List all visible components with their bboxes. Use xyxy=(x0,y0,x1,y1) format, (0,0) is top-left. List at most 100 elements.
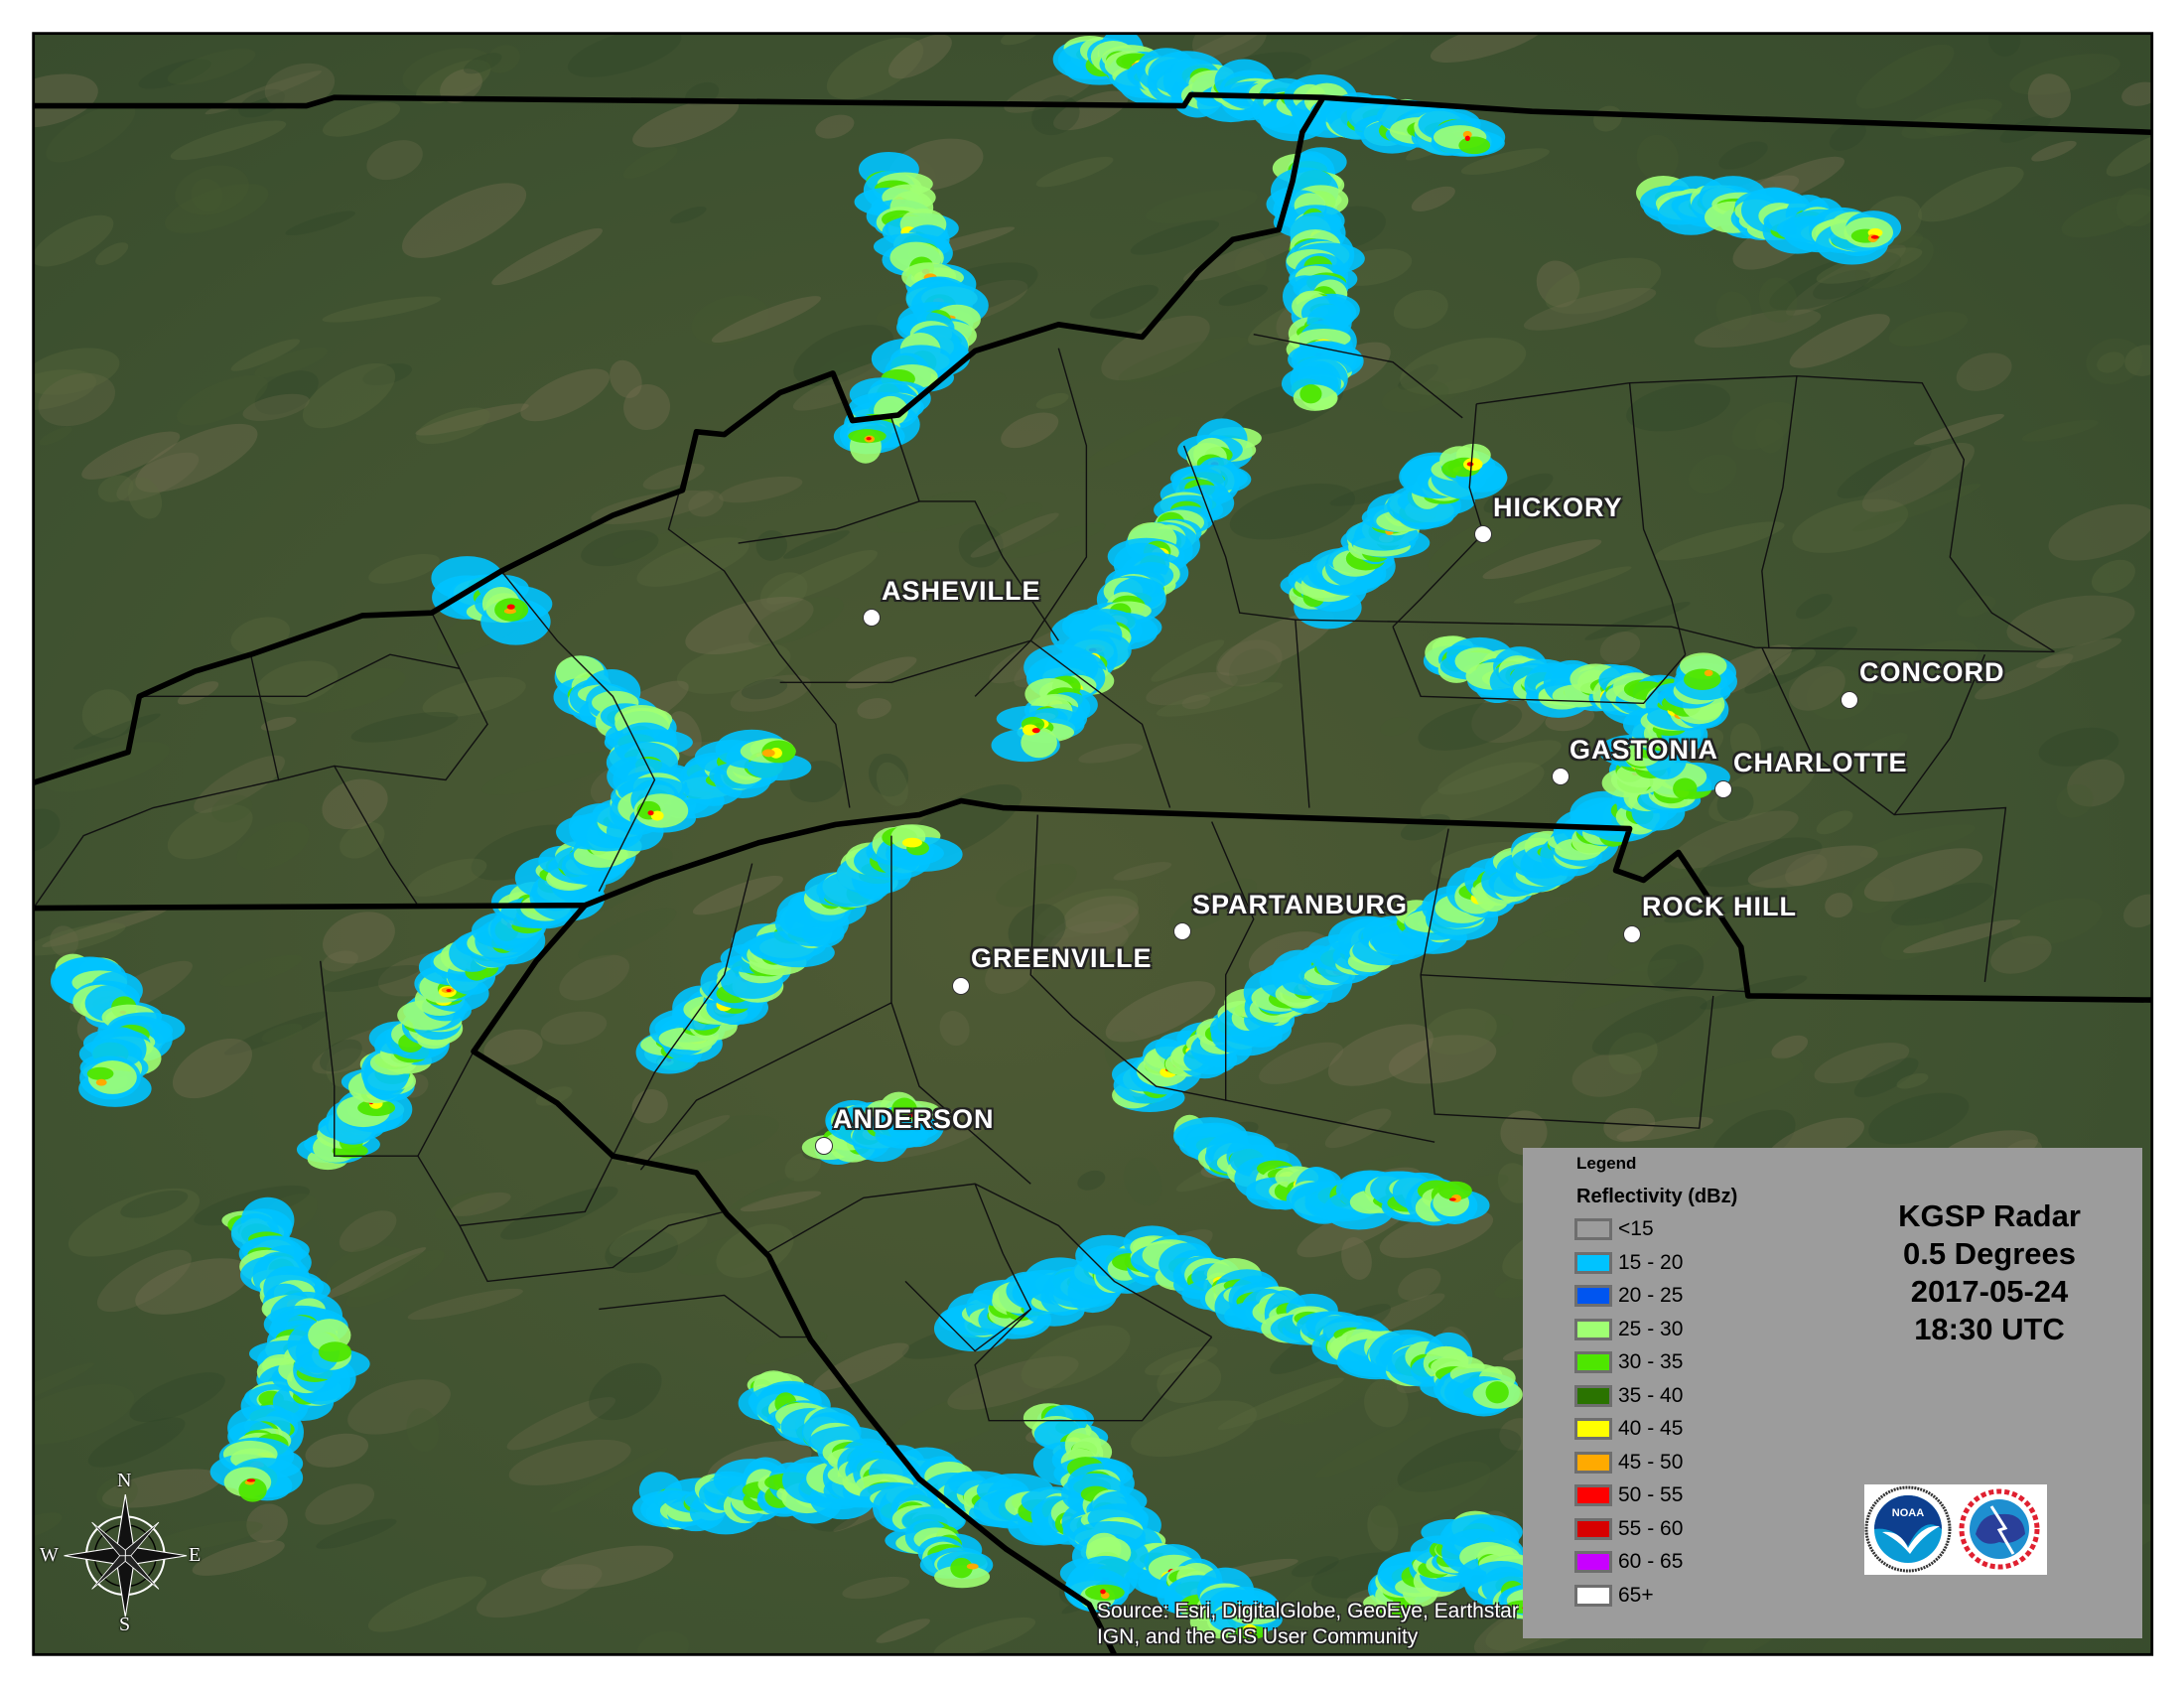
legend-item: 15 - 20 xyxy=(1574,1251,1683,1275)
radar-echo xyxy=(966,1563,979,1570)
legend-label: 60 - 65 xyxy=(1618,1550,1684,1573)
agency-logos: NOAA xyxy=(1864,1484,2047,1575)
city-marker xyxy=(863,609,881,627)
radar-date: 2017-05-24 xyxy=(1910,1274,2069,1309)
legend-label: 35 - 40 xyxy=(1618,1383,1684,1407)
city-marker xyxy=(1552,768,1570,785)
legend-swatch xyxy=(1574,1584,1612,1607)
city-marker xyxy=(1623,925,1641,943)
legend-swatch xyxy=(1574,1551,1612,1573)
radar-echo xyxy=(1299,384,1322,404)
legend-swatch xyxy=(1574,1484,1612,1506)
legend-swatch xyxy=(1574,1251,1612,1274)
radar-echo xyxy=(503,608,516,615)
legend-item: <15 xyxy=(1574,1217,1654,1241)
nws-logo xyxy=(1958,1487,2041,1571)
radar-echo xyxy=(318,1341,352,1362)
city-marker xyxy=(1474,525,1492,543)
radar-echo xyxy=(506,604,515,610)
legend-label: 45 - 50 xyxy=(1618,1450,1684,1474)
city-label: CONCORD xyxy=(1859,657,2005,687)
radar-reflectivity xyxy=(50,33,1902,1639)
radar-echo xyxy=(950,1557,973,1579)
radar-echo xyxy=(446,989,452,993)
legend-item: 35 - 40 xyxy=(1574,1384,1683,1408)
radar-echo xyxy=(1100,1589,1106,1595)
radar-echo xyxy=(1464,135,1470,141)
radar-echo xyxy=(238,1477,267,1502)
map-title: KGSP Radar 0.5 Degrees 2017-05-24 18:30 … xyxy=(1821,1197,2158,1348)
noaa-logo: NOAA xyxy=(1864,1485,1952,1573)
legend-item: 50 - 55 xyxy=(1574,1483,1683,1507)
legend-item: 55 - 60 xyxy=(1574,1517,1683,1541)
radar-echo xyxy=(647,810,654,816)
legend-swatch xyxy=(1574,1517,1612,1540)
radar-elevation: 0.5 Degrees xyxy=(1902,1236,2077,1271)
legend-item: 30 - 35 xyxy=(1574,1350,1683,1374)
city-marker xyxy=(815,1137,833,1155)
legend-item: 40 - 45 xyxy=(1574,1417,1683,1441)
legend-layer-title: Reflectivity (dBz) xyxy=(1576,1186,1738,1207)
city-label: ASHEVILLE xyxy=(882,576,1041,606)
compass-east-label: E xyxy=(189,1544,202,1566)
compass-south-label: S xyxy=(119,1614,131,1635)
radar-echo xyxy=(1673,777,1698,799)
city-label: CHARLOTTE xyxy=(1733,748,1908,777)
radar-time: 18:30 UTC xyxy=(1914,1312,2065,1346)
radar-echo xyxy=(1031,728,1040,734)
state-boundaries xyxy=(33,91,2152,1655)
compass-north-label: N xyxy=(117,1470,132,1491)
city-marker xyxy=(1714,780,1732,798)
legend-item: 65+ xyxy=(1574,1584,1654,1608)
city-label: ANDERSON xyxy=(833,1104,995,1134)
radar-echo xyxy=(246,1478,256,1482)
legend-label: 50 - 55 xyxy=(1618,1483,1684,1506)
radar-echo xyxy=(1683,668,1721,690)
city-label: ROCK HILL xyxy=(1642,892,1797,921)
legend-swatch xyxy=(1574,1351,1612,1373)
radar-echo xyxy=(1229,1605,1280,1625)
legend-swatch xyxy=(1574,1384,1612,1407)
compass-west-label: W xyxy=(40,1544,59,1566)
legend-label: 30 - 35 xyxy=(1618,1350,1684,1373)
city-marker xyxy=(1173,922,1191,940)
legend-item: 60 - 65 xyxy=(1574,1550,1683,1574)
radar-echo xyxy=(1023,724,1038,736)
legend-label: 65+ xyxy=(1618,1583,1654,1607)
city-label: GREENVILLE xyxy=(971,943,1153,973)
legend-swatch xyxy=(1574,1318,1612,1340)
radar-echo xyxy=(1462,130,1472,139)
legend-swatch xyxy=(1574,1451,1612,1474)
legend-swatch xyxy=(1574,1285,1612,1307)
radar-echo xyxy=(1243,1623,1257,1634)
radar-echo xyxy=(650,810,664,821)
legend-item: 25 - 30 xyxy=(1574,1318,1683,1341)
legend-heading: Legend xyxy=(1576,1154,1637,1173)
city-label: SPARTANBURG xyxy=(1192,890,1408,919)
city-label: GASTONIA xyxy=(1570,735,1719,765)
radar-name: KGSP Radar xyxy=(1898,1198,2081,1233)
legend-label: 25 - 30 xyxy=(1618,1317,1684,1340)
svg-text:NOAA: NOAA xyxy=(1892,1507,1924,1519)
attribution-line-2: IGN, and the GIS User Community xyxy=(1097,1625,1419,1648)
radar-echo xyxy=(866,437,872,441)
legend-label: 15 - 20 xyxy=(1618,1250,1684,1274)
city-marker xyxy=(1841,691,1858,709)
radar-echo xyxy=(761,749,775,758)
radar-echo xyxy=(1704,669,1713,677)
city-label: HICKORY xyxy=(1493,492,1623,522)
county-boundaries xyxy=(33,333,2055,1422)
legend-swatch xyxy=(1574,1418,1612,1440)
basemap-attribution: Source: Esri, DigitalGlobe, GeoEye, Eart… xyxy=(1097,1599,1519,1650)
radar-echo xyxy=(1437,1181,1472,1200)
radar-echo xyxy=(901,837,922,848)
radar-echo xyxy=(1458,136,1491,155)
legend-swatch xyxy=(1574,1218,1612,1240)
legend-item: 45 - 50 xyxy=(1574,1451,1683,1475)
legend-item: 20 - 25 xyxy=(1574,1284,1683,1308)
legend-label: <15 xyxy=(1618,1217,1654,1240)
city-marker xyxy=(952,977,970,995)
legend-label: 40 - 45 xyxy=(1618,1417,1684,1440)
attribution-line-1: Source: Esri, DigitalGlobe, GeoEye, Eart… xyxy=(1097,1600,1519,1622)
